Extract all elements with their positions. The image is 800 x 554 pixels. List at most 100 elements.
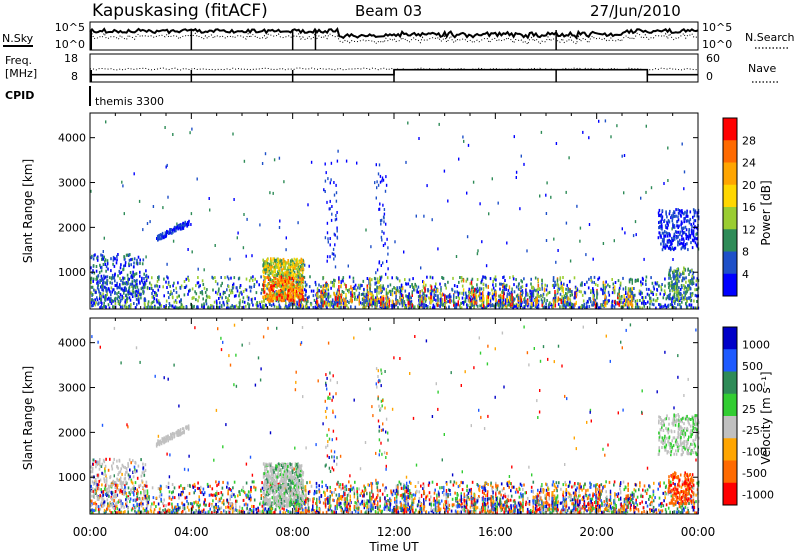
echo-cell	[369, 286, 371, 291]
echo-cell	[696, 232, 698, 236]
echo-cell	[391, 306, 393, 310]
echo-cell	[187, 292, 189, 296]
echo-cell	[589, 481, 591, 485]
echo-cell	[512, 306, 514, 310]
echo-cell	[222, 301, 225, 305]
echo-cell	[196, 177, 198, 181]
echo-cell	[121, 180, 123, 184]
echo-cell	[291, 265, 293, 269]
echo-cell	[403, 302, 406, 305]
echo-cell	[365, 228, 367, 232]
echo-cell	[361, 297, 364, 301]
echo-cell	[677, 241, 680, 245]
echo-cell	[679, 233, 681, 237]
echo-cell	[270, 285, 272, 289]
echo-cell	[369, 277, 371, 282]
echo-cell	[119, 277, 121, 280]
echo-cell	[278, 290, 281, 293]
echo-cell	[391, 276, 393, 280]
echo-cell	[521, 289, 524, 293]
echo-cell	[129, 500, 131, 504]
echo-cell	[128, 306, 130, 309]
echo-cell	[285, 271, 288, 275]
echo-cell	[280, 299, 283, 303]
echo-cell	[444, 283, 447, 287]
echo-cell	[168, 302, 171, 305]
echo-cell	[509, 302, 512, 307]
echo-cell	[495, 293, 497, 298]
echo-cell	[531, 302, 533, 307]
echo-cell	[682, 244, 685, 248]
echo-cell	[664, 508, 667, 512]
echo-cell	[537, 283, 539, 288]
echo-cell	[175, 226, 178, 230]
echo-cell	[135, 261, 138, 265]
echo-cell	[661, 283, 663, 286]
echo-cell	[386, 305, 389, 309]
echo-cell	[659, 306, 661, 309]
echo-cell	[520, 279, 522, 283]
echo-cell	[236, 286, 238, 290]
echo-cell	[130, 263, 132, 267]
echo-cell	[658, 220, 661, 224]
echo-cell	[268, 302, 271, 306]
echo-cell	[299, 286, 302, 290]
echo-cell	[297, 221, 299, 225]
echo-cell	[575, 300, 577, 305]
echo-cell	[164, 126, 166, 129]
echo-cell	[181, 509, 184, 513]
echo-cell	[430, 295, 432, 300]
echo-cell	[605, 280, 607, 284]
echo-cell	[294, 289, 296, 293]
echo-cell	[288, 288, 290, 292]
echo-cell	[157, 277, 160, 281]
echo-cell	[124, 305, 127, 309]
echo-cell	[270, 279, 273, 283]
echo-cell	[372, 301, 374, 306]
echo-cell	[617, 509, 619, 513]
echo-cell	[418, 298, 420, 302]
echo-cell	[163, 305, 165, 308]
echo-cell	[491, 292, 494, 297]
echo-cell	[293, 261, 295, 265]
echo-cell	[164, 235, 167, 239]
echo-cell	[100, 294, 102, 298]
echo-cell	[259, 305, 262, 309]
echo-cell	[231, 291, 234, 295]
echo-cell	[266, 258, 269, 262]
nave-tick-bottom: 0	[706, 70, 713, 83]
nsky-label: N.Sky	[2, 32, 34, 45]
echo-cell	[320, 285, 322, 289]
echo-cell	[658, 214, 661, 217]
echo-cell	[417, 285, 420, 289]
echo-cell	[582, 304, 584, 308]
echo-cell	[573, 276, 576, 280]
echo-cell	[472, 300, 475, 305]
echo-cell	[284, 280, 286, 283]
nsky-frame	[89, 21, 699, 51]
echo-cell	[284, 304, 287, 308]
echo-cell	[686, 219, 689, 223]
echo-cell	[689, 233, 691, 237]
echo-cell	[275, 263, 278, 267]
echo-cell	[273, 290, 275, 294]
echo-cell	[670, 241, 672, 245]
echo-cell	[121, 305, 124, 309]
echo-cell	[545, 193, 547, 197]
echo-cell	[628, 306, 630, 310]
echo-cell	[618, 286, 621, 290]
echo-cell	[509, 276, 511, 280]
echo-cell	[252, 275, 254, 279]
echo-cell	[686, 296, 688, 300]
echo-cell	[282, 283, 284, 287]
echo-cell	[521, 291, 524, 295]
echo-cell	[291, 259, 294, 263]
echo-cell	[694, 209, 697, 213]
echo-cell	[128, 285, 131, 289]
echo-cell	[683, 170, 686, 174]
echo-cell	[407, 300, 409, 305]
echo-cell	[673, 224, 676, 228]
echo-cell	[132, 287, 134, 291]
echo-cell	[472, 286, 474, 290]
echo-cell	[144, 298, 147, 302]
